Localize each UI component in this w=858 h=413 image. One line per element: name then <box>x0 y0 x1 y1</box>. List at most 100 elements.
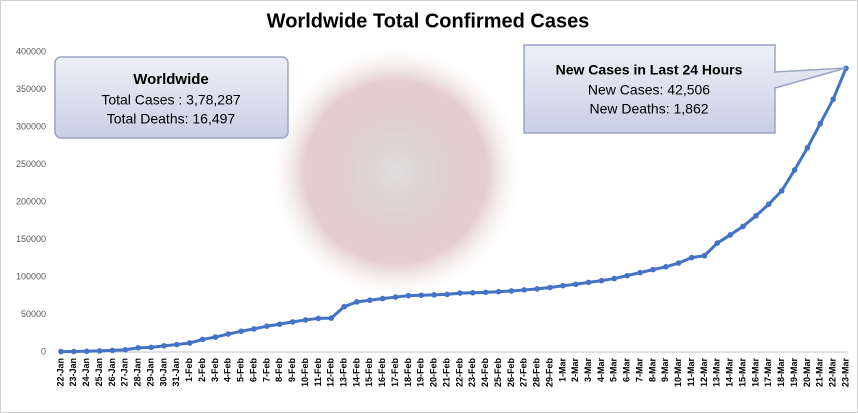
x-tick-label: 11-Mar <box>686 358 696 387</box>
data-point <box>611 275 618 282</box>
x-tick-label: 15-Mar <box>737 358 747 388</box>
data-point <box>791 167 798 173</box>
x-tick-label: 31-Jan <box>171 358 181 387</box>
annotation-line: Total Cases : 3,78,287 <box>101 92 241 108</box>
data-point <box>508 288 515 294</box>
x-tick-label: 29-Jan <box>145 358 155 387</box>
x-tick-label: 28-Jan <box>133 358 143 387</box>
data-point <box>457 290 463 296</box>
data-point <box>328 315 335 321</box>
data-point <box>212 334 219 340</box>
x-tick-label: 25-Feb <box>493 358 503 388</box>
data-point <box>701 252 708 259</box>
x-tick-label: 14-Feb <box>351 358 361 388</box>
x-tick-label: 6-Feb <box>248 358 258 383</box>
data-point <box>379 295 386 302</box>
x-tick-label: 19-Mar <box>789 358 799 388</box>
x-tick-label: 17-Mar <box>763 358 773 388</box>
x-tick-label: 24-Feb <box>480 358 490 388</box>
data-point <box>58 348 64 355</box>
y-tick-label: 400000 <box>16 46 46 56</box>
data-point <box>315 315 322 322</box>
data-point <box>251 326 257 332</box>
data-point <box>521 287 528 293</box>
x-tick-label: 7-Mar <box>634 358 644 383</box>
x-tick-label: 22-Feb <box>454 358 464 388</box>
x-tick-label: 5-Feb <box>236 358 246 383</box>
data-point <box>804 145 811 151</box>
data-point <box>495 288 502 295</box>
y-tick-label: 300000 <box>16 121 46 131</box>
x-tick-label: 8-Mar <box>647 358 657 383</box>
data-point <box>663 264 669 270</box>
annotation-callout: New Cases in Last 24 Hours New Cases: 42… <box>523 44 847 134</box>
data-point <box>675 260 682 266</box>
y-tick-label: 50000 <box>21 309 46 319</box>
data-point <box>354 299 360 305</box>
x-tick-label: 29-Feb <box>544 358 554 388</box>
plot: 0 50000 100000 150000 200000 250000 300000 3500… <box>16 46 850 387</box>
y-tick-label: 150000 <box>16 234 46 244</box>
data-point <box>161 343 167 349</box>
data-point <box>482 289 489 296</box>
x-tick-label: 13-Feb <box>338 358 348 388</box>
data-point <box>740 223 746 230</box>
x-tick-label: 30-Jan <box>158 358 168 387</box>
data-point <box>830 96 836 103</box>
x-tick-label: 2-Mar <box>570 358 580 383</box>
data-point <box>302 317 309 323</box>
x-tick-label: 12-Feb <box>326 358 336 388</box>
data-point <box>238 328 244 335</box>
x-tick-label: 27-Feb <box>519 358 529 388</box>
x-tick-label: 10-Feb <box>300 358 310 388</box>
x-tick-label: 22-Jan <box>55 358 65 387</box>
x-tick-label: 28-Feb <box>532 358 542 388</box>
x-tick-label: 18-Mar <box>776 358 786 388</box>
data-point <box>83 348 90 355</box>
data-point <box>650 266 656 273</box>
data-point <box>341 303 347 310</box>
data-point <box>817 120 824 127</box>
data-point <box>264 323 270 330</box>
data-point <box>418 292 425 299</box>
x-tick-label: 23-Mar <box>840 358 850 388</box>
data-point <box>148 344 154 351</box>
x-tick-label: 24-Jan <box>81 358 91 387</box>
x-tick-label: 20-Mar <box>802 358 812 388</box>
data-point <box>572 281 579 288</box>
x-tick-label: 10-Mar <box>673 358 683 388</box>
x-tick-label: 25-Jan <box>94 358 104 387</box>
x-tick-label: 23-Feb <box>467 358 477 388</box>
data-point <box>199 336 206 343</box>
data-point <box>585 279 592 286</box>
data-point <box>598 277 605 284</box>
x-tick-label: 16-Mar <box>750 358 760 388</box>
chart-title: Worldwide Total Confirmed Cases <box>267 10 590 32</box>
data-point <box>431 292 437 298</box>
x-tick-label: 18-Feb <box>403 358 413 388</box>
data-point <box>109 347 116 354</box>
x-tick-label: 3-Feb <box>210 358 220 383</box>
data-point <box>534 286 540 292</box>
x-tick-label: 26-Feb <box>506 358 516 388</box>
data-point <box>560 282 566 289</box>
y-tick-label: 350000 <box>16 84 46 94</box>
data-point <box>753 213 759 219</box>
x-tick-label: 14-Mar <box>725 358 735 388</box>
x-tick-label: 27-Jan <box>120 358 130 387</box>
data-point <box>637 269 643 276</box>
data-point <box>186 340 193 346</box>
data-point <box>392 294 399 300</box>
annotation-line: Total Deaths: 16,497 <box>107 111 236 127</box>
annotation-box: Worldwide Total Cases : 3,78,287 Total D… <box>54 56 289 139</box>
x-tick-label: 6-Mar <box>622 358 632 383</box>
x-tick-label: 23-Jan <box>68 358 78 387</box>
x-tick-label: 13-Mar <box>712 358 722 388</box>
x-tick-label: 12-Mar <box>699 358 709 388</box>
x-tick-label: 19-Feb <box>416 358 426 388</box>
x-tick-label: 9-Mar <box>660 358 670 383</box>
data-point <box>547 284 553 291</box>
x-tick-label: 16-Feb <box>377 358 387 388</box>
x-tick-label: 22-Mar <box>828 358 838 388</box>
